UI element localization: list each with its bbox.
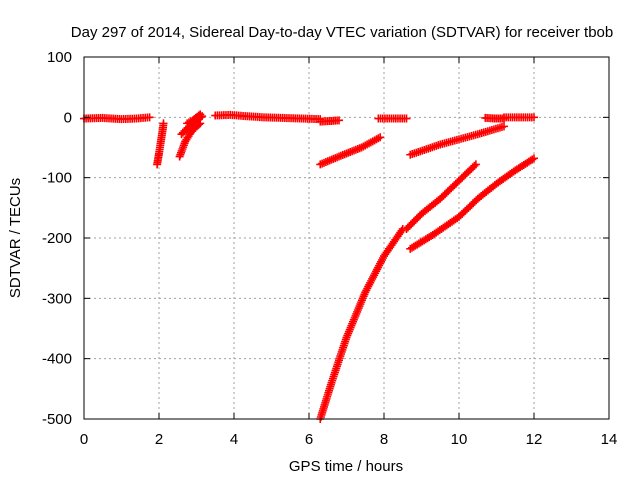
grid-lines [84,57,609,419]
y-tick-label: -200 [42,230,72,247]
data-point [470,161,479,170]
data-point [335,116,343,125]
data-points [80,110,538,423]
x-tick-label: 12 [526,431,543,448]
chart-title: Day 297 of 2014, Sidereal Day-to-day VTE… [71,24,613,41]
data-point [194,111,203,120]
y-tick-label: -100 [42,170,72,187]
axis-ticks: 0 2 4 6 8 10 12 14 100 0 -100 -200 -300 -400 -500 [42,49,617,448]
data-segment [406,122,508,159]
data-segment [211,110,325,124]
data-segment [175,119,205,161]
data-segment [402,160,480,233]
x-tick-label: 14 [601,431,618,448]
x-tick-label: 2 [155,431,163,448]
plot-frame [83,56,610,420]
data-point [145,113,154,122]
data-segment [153,119,168,169]
y-tick-label: 0 [64,109,72,126]
y-tick-label: 100 [47,49,72,66]
x-tick-label: 10 [451,431,468,448]
y-tick-label: -400 [42,351,72,368]
x-axis-label: GPS time / hours [289,458,403,475]
data-point [530,113,538,122]
data-point [530,154,538,163]
data-point [500,122,508,131]
data-point [402,114,411,123]
data-segment [316,116,343,126]
data-point [528,155,537,164]
data-point [397,226,406,235]
y-axis-label: SDTVAR / TECUs [7,178,24,298]
x-tick-label: 8 [380,431,388,448]
data-segment [374,114,411,123]
x-tick-label: 0 [80,431,88,448]
data-point [376,133,385,142]
x-tick-label: 4 [230,431,238,448]
data-segment [500,113,538,122]
data-segment [316,224,407,423]
data-point [196,110,205,119]
data-segment [183,110,205,128]
data-point [159,119,168,128]
data-segment [80,113,154,124]
y-tick-label: -500 [42,411,72,428]
data-segment [316,133,385,169]
x-tick-label: 6 [305,431,313,448]
data-point [471,160,480,169]
data-segment [406,154,538,253]
y-tick-label: -300 [42,290,72,307]
